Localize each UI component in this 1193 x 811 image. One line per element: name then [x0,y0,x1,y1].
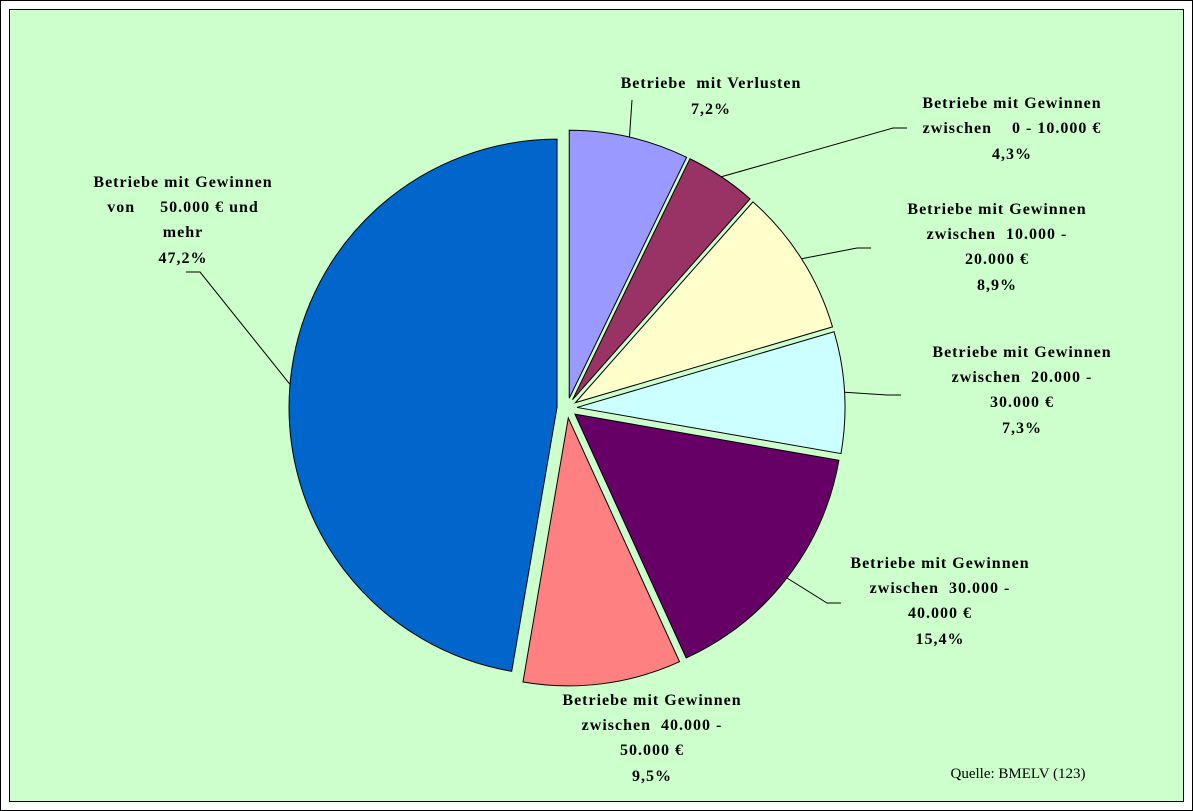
label-line: zwischen 10.000 - [927,226,1068,243]
label-line: Betriebe mit Gewinnen [907,201,1086,218]
slice-label: Betriebe mit Gewinnen zwischen 0 - 10.000… [922,95,1101,137]
label-line: mehr [163,224,203,241]
label-line: 40.000 € [908,605,972,622]
label-line: von 50.000 € und [107,199,259,216]
slice-label: Betriebe mit Verlusten [621,75,802,92]
value-label: 9,5% [632,768,672,785]
pie-slice [568,129,688,399]
label-line: zwischen 0 - 10.000 € [923,120,1102,137]
value-label: 7,2% [691,101,731,118]
value-label: 47,2% [159,250,208,267]
label-line: Betriebe mit Gewinnen [562,692,741,709]
pie-slice [576,331,846,455]
label-line: 30.000 € [990,394,1054,411]
slice-label: Betriebe mit Gewinnen zwischen 10.000 - 20… [907,201,1086,268]
leader-line [721,127,907,178]
slice-label: Betriebe mit Gewinnen von 50.000 € und meh… [93,174,272,241]
label-line: 50.000 € [620,742,684,759]
label-line: Betriebe mit Verlusten [621,75,802,92]
label-line: 20.000 € [965,251,1029,268]
value-label: 8,9% [977,277,1017,294]
leader-line [844,391,901,396]
label-line: Betriebe mit Gewinnen [93,174,272,191]
pie-slice [522,416,681,687]
slice-label: Betriebe mit Gewinnen zwischen 20.000 - 30… [932,344,1111,411]
leader-line [801,247,871,260]
label-line: zwischen 20.000 - [952,369,1093,386]
leader-line [628,99,633,138]
source: Quelle: BMELV (123) [951,766,1086,782]
leader-line [786,577,841,604]
leader-line [186,271,291,385]
value-label: 4,3% [992,146,1032,163]
slice-label: Betriebe mit Gewinnen zwischen 40.000 - 50… [562,692,741,759]
label-line: zwischen 40.000 - [582,717,723,734]
label-line: Betriebe mit Gewinnen [850,555,1029,572]
label-line: Betriebe mit Gewinnen [932,344,1111,361]
value-label: 15,4% [916,631,965,648]
pie-slice [573,201,834,404]
pie-slice [574,413,840,659]
value-label: 7,3% [1002,420,1042,437]
label-line: zwischen 30.000 - [870,580,1011,597]
pie-slice [288,138,558,672]
slice-label: Betriebe mit Gewinnen zwischen 30.000 - 40… [850,555,1029,622]
label-line: Betriebe mit Gewinnen [922,95,1101,112]
